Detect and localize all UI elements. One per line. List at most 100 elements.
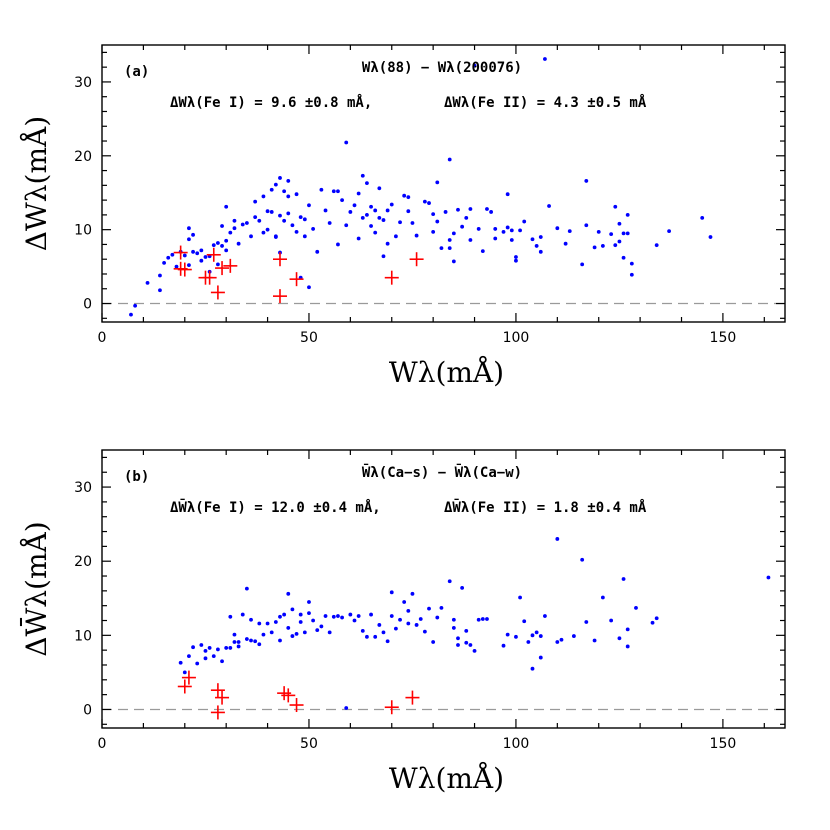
data-point bbox=[708, 235, 713, 239]
cross-marker bbox=[181, 670, 196, 685]
data-point bbox=[406, 608, 411, 613]
cross-marker bbox=[210, 683, 225, 698]
data-point bbox=[191, 249, 195, 254]
data-point bbox=[377, 215, 382, 220]
data-point bbox=[472, 649, 477, 653]
data-point bbox=[650, 620, 655, 625]
data-point bbox=[265, 227, 270, 232]
data-point bbox=[563, 241, 568, 246]
data-point bbox=[398, 220, 402, 225]
data-point bbox=[278, 638, 282, 643]
data-point bbox=[634, 606, 638, 610]
data-point bbox=[224, 204, 229, 209]
data-point bbox=[584, 223, 589, 228]
data-point bbox=[278, 213, 282, 218]
data-point bbox=[456, 636, 460, 641]
data-point bbox=[273, 235, 278, 239]
data-point bbox=[369, 612, 373, 617]
data-point bbox=[406, 195, 411, 200]
data-point bbox=[224, 238, 229, 243]
data-point bbox=[617, 239, 622, 244]
data-point bbox=[389, 202, 394, 207]
data-point bbox=[393, 626, 398, 631]
data-point bbox=[162, 261, 166, 265]
data-point bbox=[365, 212, 369, 217]
data-point bbox=[348, 210, 353, 214]
data-point bbox=[410, 591, 415, 596]
data-point bbox=[244, 221, 249, 225]
cross-marker bbox=[210, 285, 225, 300]
data-point bbox=[385, 639, 390, 644]
data-point bbox=[261, 230, 266, 235]
data-point bbox=[311, 227, 316, 231]
data-point bbox=[489, 210, 494, 214]
data-point bbox=[700, 215, 705, 220]
data-point bbox=[207, 646, 212, 650]
data-point bbox=[319, 624, 324, 629]
panel-label: (b) bbox=[124, 469, 149, 485]
data-point bbox=[286, 591, 291, 596]
data-point bbox=[414, 623, 419, 627]
data-point bbox=[530, 633, 535, 638]
y-tick-label: 20 bbox=[74, 554, 92, 570]
data-point bbox=[621, 577, 626, 581]
data-point bbox=[278, 614, 282, 619]
data-point bbox=[518, 228, 522, 233]
data-point bbox=[621, 255, 626, 260]
data-point bbox=[199, 248, 204, 253]
data-point bbox=[216, 647, 220, 652]
data-point bbox=[228, 614, 233, 619]
data-point bbox=[232, 226, 237, 231]
data-point bbox=[307, 611, 311, 615]
data-point bbox=[365, 181, 369, 186]
data-point bbox=[331, 189, 336, 194]
data-point bbox=[609, 618, 614, 623]
data-point bbox=[203, 649, 208, 653]
x-tick-label: 150 bbox=[710, 330, 737, 346]
data-point bbox=[302, 234, 307, 239]
data-point bbox=[360, 628, 365, 633]
data-point bbox=[298, 215, 303, 220]
data-point bbox=[327, 630, 332, 635]
data-point bbox=[244, 637, 249, 641]
x-axis-label: Wλ(mÅ) bbox=[389, 762, 504, 795]
cross-marker bbox=[289, 272, 304, 287]
data-point bbox=[389, 590, 394, 595]
data-point bbox=[526, 640, 531, 644]
panel-label: (a) bbox=[124, 64, 149, 80]
data-point bbox=[331, 614, 336, 619]
data-point bbox=[555, 640, 560, 644]
data-point bbox=[621, 231, 626, 236]
y-axis-label: ΔW̄λ(mÅ) bbox=[19, 521, 53, 656]
data-point bbox=[282, 189, 287, 194]
data-point bbox=[377, 186, 382, 191]
data-point bbox=[158, 273, 162, 278]
data-point bbox=[352, 203, 357, 208]
data-point bbox=[199, 643, 204, 647]
panel-title: Wλ(88) − Wλ(200076) bbox=[362, 60, 522, 76]
cross-marker bbox=[272, 289, 287, 304]
data-point bbox=[269, 187, 274, 192]
data-point bbox=[327, 221, 332, 225]
data-point bbox=[290, 634, 295, 638]
fe1-annotation: ΔWλ(Fe I) = 9.6 ±0.8 mÅ, bbox=[170, 94, 372, 111]
data-point bbox=[538, 235, 543, 239]
data-point bbox=[211, 654, 216, 658]
data-point bbox=[344, 140, 349, 145]
data-point bbox=[451, 259, 456, 264]
data-point bbox=[439, 606, 444, 610]
data-point bbox=[468, 238, 473, 242]
data-point bbox=[389, 614, 394, 618]
data-point bbox=[187, 237, 191, 242]
data-point bbox=[216, 262, 220, 267]
data-point bbox=[158, 288, 162, 293]
data-point bbox=[431, 229, 436, 234]
cross-marker bbox=[405, 690, 420, 705]
data-point bbox=[514, 258, 518, 263]
data-point bbox=[447, 157, 452, 162]
y-tick-label: 0 bbox=[83, 297, 92, 313]
data-point bbox=[302, 630, 307, 635]
data-point bbox=[257, 621, 262, 626]
data-point bbox=[451, 617, 456, 622]
data-point bbox=[232, 640, 237, 644]
